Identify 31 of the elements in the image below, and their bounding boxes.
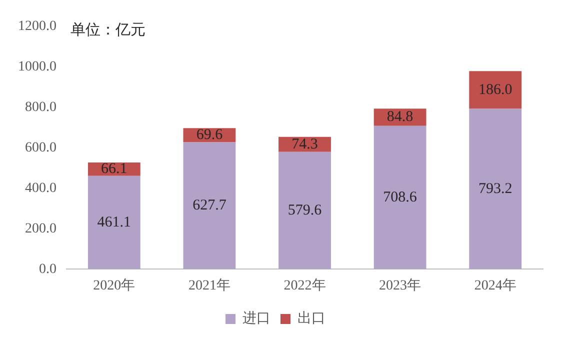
bar [278, 152, 331, 270]
x-tick-label: 2022年 [284, 277, 326, 294]
bar [469, 71, 522, 109]
x-tick-label: 2024年 [474, 277, 516, 294]
data-label: 84.8 [386, 109, 414, 126]
y-tick-label: 800.0 [25, 100, 56, 116]
y-tick-label: 600.0 [25, 140, 56, 156]
data-label: 579.6 [288, 202, 322, 218]
bar [469, 108, 522, 270]
data-label: 461.1 [97, 214, 132, 230]
y-tick-label: 1000.0 [18, 60, 56, 75]
x-tick-label: 2021年 [188, 277, 230, 294]
x-tick-label: 2020年 [93, 277, 136, 294]
y-tick-label: 0.0 [39, 262, 56, 277]
data-label: 627.7 [192, 198, 227, 214]
y-tick-label: 1200.0 [18, 19, 56, 34]
bar [183, 142, 236, 270]
data-label: 793.2 [478, 180, 512, 197]
data-label: 74.3 [292, 136, 318, 152]
bar [88, 176, 140, 270]
x-tick-label: 2023年 [379, 277, 422, 294]
data-label: 69.6 [196, 127, 224, 144]
legend-label: 出口 [298, 310, 326, 327]
data-label: 66.1 [101, 161, 128, 178]
legend-label: 进口 [242, 310, 270, 327]
y-tick-label: 200.0 [25, 221, 56, 236]
data-label: 708.6 [383, 189, 418, 206]
annotation: 单位：亿元 [70, 20, 146, 38]
bar [374, 126, 426, 270]
y-tick-label: 400.0 [25, 180, 56, 196]
data-label: 186.0 [478, 82, 512, 98]
